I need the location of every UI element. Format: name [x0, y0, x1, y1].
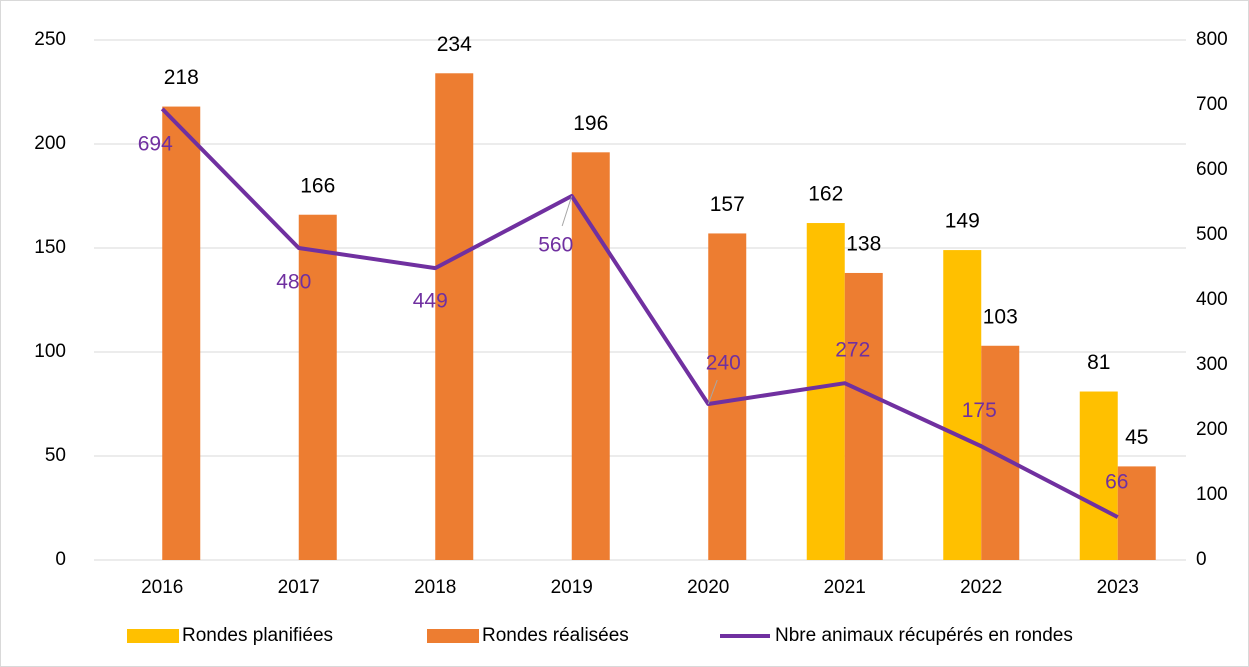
legend-label: Nbre animaux récupérés en rondes — [775, 625, 1073, 646]
bar-value-label: 81 — [1087, 351, 1110, 374]
legend-label: Rondes réalisées — [482, 625, 629, 646]
line-value-label: 694 — [138, 132, 173, 155]
bar — [943, 250, 982, 560]
leader-line — [707, 379, 718, 405]
bar-value-label: 45 — [1125, 426, 1148, 449]
line-value-label: 240 — [706, 352, 741, 375]
y2-tick-label: 500 — [1196, 224, 1228, 245]
line-value-label: 272 — [835, 339, 870, 362]
y2-tick-label: 600 — [1196, 159, 1228, 180]
y2-tick-label: 700 — [1196, 94, 1228, 115]
bar — [1117, 466, 1156, 560]
legend-label: Rondes planifiées — [182, 625, 333, 646]
bar — [708, 233, 747, 560]
y2-tick-label: 0 — [1196, 549, 1207, 570]
bar-value-label: 234 — [437, 33, 472, 56]
y-tick-label: 200 — [34, 133, 66, 154]
line-value-label: 480 — [276, 271, 311, 294]
bar-value-label: 166 — [300, 174, 335, 197]
bar-value-label: 138 — [846, 233, 881, 256]
x-tick-label: 2023 — [1097, 577, 1139, 598]
y-tick-label: 0 — [55, 549, 66, 570]
x-tick-label: 2019 — [551, 577, 593, 598]
bar — [435, 73, 474, 560]
bar-value-label: 103 — [983, 305, 1018, 328]
bar-value-label: 149 — [945, 210, 980, 233]
line-value-label: 175 — [962, 399, 997, 422]
y2-tick-label: 300 — [1196, 354, 1228, 375]
legend-swatch — [127, 629, 179, 643]
y-tick-label: 250 — [34, 29, 66, 50]
x-tick-label: 2021 — [824, 577, 866, 598]
y2-tick-label: 200 — [1196, 419, 1228, 440]
bar — [844, 272, 883, 560]
bar — [162, 106, 201, 560]
y-tick-label: 50 — [45, 445, 66, 466]
x-tick-label: 2017 — [278, 577, 320, 598]
legend-swatch — [427, 629, 479, 643]
x-tick-label: 2018 — [414, 577, 456, 598]
x-tick-label: 2022 — [960, 577, 1002, 598]
y2-tick-label: 800 — [1196, 29, 1228, 50]
bar-value-label: 218 — [164, 66, 199, 89]
line-series — [160, 107, 1119, 519]
x-tick-label: 2020 — [687, 577, 729, 598]
x-tick-label: 2016 — [141, 577, 183, 598]
bar-value-label: 196 — [573, 112, 608, 135]
y2-tick-label: 400 — [1196, 289, 1228, 310]
bar — [806, 223, 845, 561]
line-value-label: 66 — [1105, 471, 1128, 494]
bar — [298, 214, 337, 560]
line-value-label: 449 — [413, 290, 448, 313]
bar — [1079, 391, 1118, 560]
bar — [571, 152, 610, 560]
line-value-label: 560 — [538, 234, 573, 257]
y-tick-label: 100 — [34, 341, 66, 362]
y2-tick-label: 100 — [1196, 484, 1228, 505]
leader-line — [561, 195, 573, 227]
bar-value-label: 157 — [710, 193, 745, 216]
y-tick-label: 150 — [34, 237, 66, 258]
bar — [981, 345, 1020, 560]
bar-value-label: 162 — [808, 183, 843, 206]
